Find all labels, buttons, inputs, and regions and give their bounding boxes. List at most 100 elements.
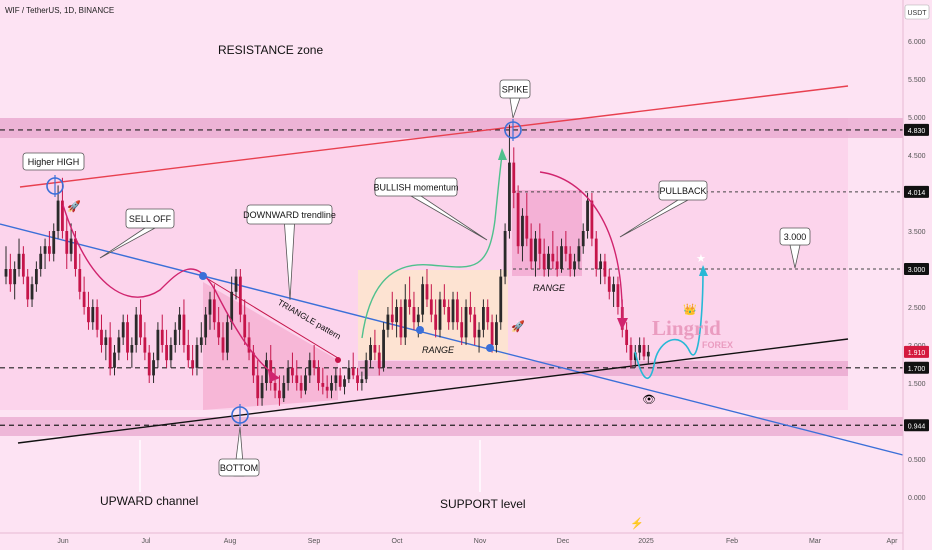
- candle-body: [34, 269, 38, 285]
- candle-body: [447, 307, 451, 323]
- candle-body: [382, 329, 385, 368]
- candle-body: [369, 345, 372, 361]
- candle-body: [61, 200, 64, 231]
- candle-body: [30, 284, 34, 300]
- candle-body: [117, 337, 121, 353]
- candle-body: [182, 314, 186, 345]
- candle-body: [230, 291, 234, 323]
- callout-3000-box: [779, 227, 811, 246]
- callout-3000-text: 3.000: [784, 232, 807, 242]
- selloff-arrowhead: [268, 370, 280, 382]
- price-tick-label: 6.000: [908, 39, 926, 46]
- candle-body: [642, 345, 646, 357]
- candle-body: [143, 337, 147, 353]
- candle-body: [395, 307, 398, 323]
- candle-body: [495, 322, 498, 345]
- time-tick-label: Aug: [224, 538, 237, 545]
- candle-body: [325, 386, 329, 391]
- candle-body: [421, 284, 425, 315]
- candle-body: [160, 329, 164, 345]
- candle-body: [586, 200, 589, 231]
- candle-body: [538, 238, 542, 254]
- candle-body: [286, 367, 290, 383]
- candle-body: [599, 261, 602, 269]
- price-tick-label: 2.500: [908, 305, 926, 312]
- candle-body: [442, 299, 446, 307]
- candle-body: [521, 215, 524, 247]
- rocket-icon-left: 🚀: [67, 200, 81, 213]
- candle-body: [208, 299, 212, 315]
- candle-body: [87, 307, 90, 323]
- candle-body: [560, 246, 563, 269]
- candle-body: [625, 329, 629, 345]
- price-tick-label: 0.500: [908, 457, 926, 464]
- candle-body: [460, 322, 464, 338]
- callout-sell-off: SELL OFF: [99, 208, 175, 259]
- candle-body: [512, 162, 516, 193]
- candle-body: [573, 261, 576, 269]
- callout-sell-off-box: [125, 208, 175, 229]
- candle-body: [364, 360, 368, 380]
- callout-bullish-momentum-box: [374, 177, 458, 197]
- support-level-label: SUPPORT level: [440, 497, 526, 511]
- candle-body: [612, 284, 615, 292]
- candle-body: [499, 276, 503, 323]
- candle-body: [273, 383, 277, 391]
- candle-body: [247, 337, 251, 353]
- upward-channel-label: UPWARD channel: [100, 494, 198, 508]
- candle-body: [39, 253, 43, 269]
- candle-body: [399, 307, 403, 338]
- candle-body: [468, 307, 472, 315]
- callout-pullback-text: PULLBACK: [659, 186, 706, 196]
- candle-body: [547, 253, 550, 269]
- demand-zone-band: [358, 361, 848, 376]
- candle-body: [26, 276, 30, 300]
- candle-body: [403, 299, 407, 338]
- resistance-zone-label: RESISTANCE zone: [218, 43, 323, 57]
- candle-body: [221, 337, 225, 353]
- candle-body: [225, 322, 229, 353]
- pullback-arrowhead: [617, 318, 628, 330]
- candle-body: [464, 307, 468, 338]
- callout-pullback: PULLBACK: [619, 180, 708, 238]
- candle-body: [516, 193, 520, 247]
- candle-body: [217, 322, 221, 338]
- rocket-icon-right: 🚀: [511, 320, 525, 333]
- callout-downward-trendline-text: DOWNWARD trendline: [243, 210, 336, 220]
- watermark-forex: FOREX: [702, 340, 733, 350]
- candle-body: [308, 360, 312, 376]
- price-label-value: 3.000: [908, 267, 926, 274]
- candle-body: [113, 352, 116, 368]
- candle-body: [186, 345, 190, 361]
- candle-body: [347, 367, 351, 380]
- callout-3000: 3.000: [779, 227, 811, 269]
- candle-body: [377, 352, 381, 368]
- candle-body: [304, 375, 307, 391]
- candle-body: [152, 360, 155, 376]
- callout-spike: SPIKE: [499, 79, 531, 119]
- callout-bottom-text: BOTTOM: [220, 463, 258, 473]
- candle-body: [534, 238, 537, 262]
- candle-body: [490, 322, 494, 345]
- candle-body: [412, 307, 416, 323]
- candle-body: [581, 231, 585, 247]
- candle-body: [373, 345, 377, 353]
- candle-body: [121, 322, 125, 338]
- triangle-top-line: [202, 275, 339, 359]
- candle-body: [134, 314, 138, 345]
- price-label-box: [904, 185, 929, 198]
- candle-body: [416, 314, 420, 323]
- trendline-touch-dot: [416, 326, 424, 334]
- candle-body: [330, 383, 333, 391]
- price-label-value: 4.014: [908, 190, 926, 197]
- watermark-lingrid: Lingrid: [652, 316, 721, 340]
- candle-body: [21, 253, 25, 277]
- candle-body: [139, 314, 142, 338]
- callout-pullback-box: [658, 180, 708, 201]
- candle-body: [603, 261, 607, 277]
- trendline-touch-dot: [199, 272, 207, 280]
- candle-body: [17, 253, 21, 269]
- price-label-box: [904, 361, 929, 374]
- candle-body: [243, 314, 247, 338]
